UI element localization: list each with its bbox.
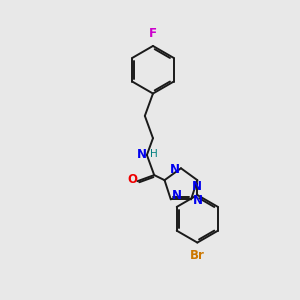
Text: N: N: [136, 148, 146, 161]
Text: Br: Br: [190, 248, 205, 262]
Text: N: N: [192, 180, 202, 193]
Text: N: N: [169, 163, 179, 176]
Text: N: N: [193, 194, 202, 207]
Text: O: O: [127, 173, 137, 186]
Text: N: N: [172, 189, 182, 203]
Text: H: H: [149, 149, 157, 159]
Text: F: F: [149, 27, 157, 40]
